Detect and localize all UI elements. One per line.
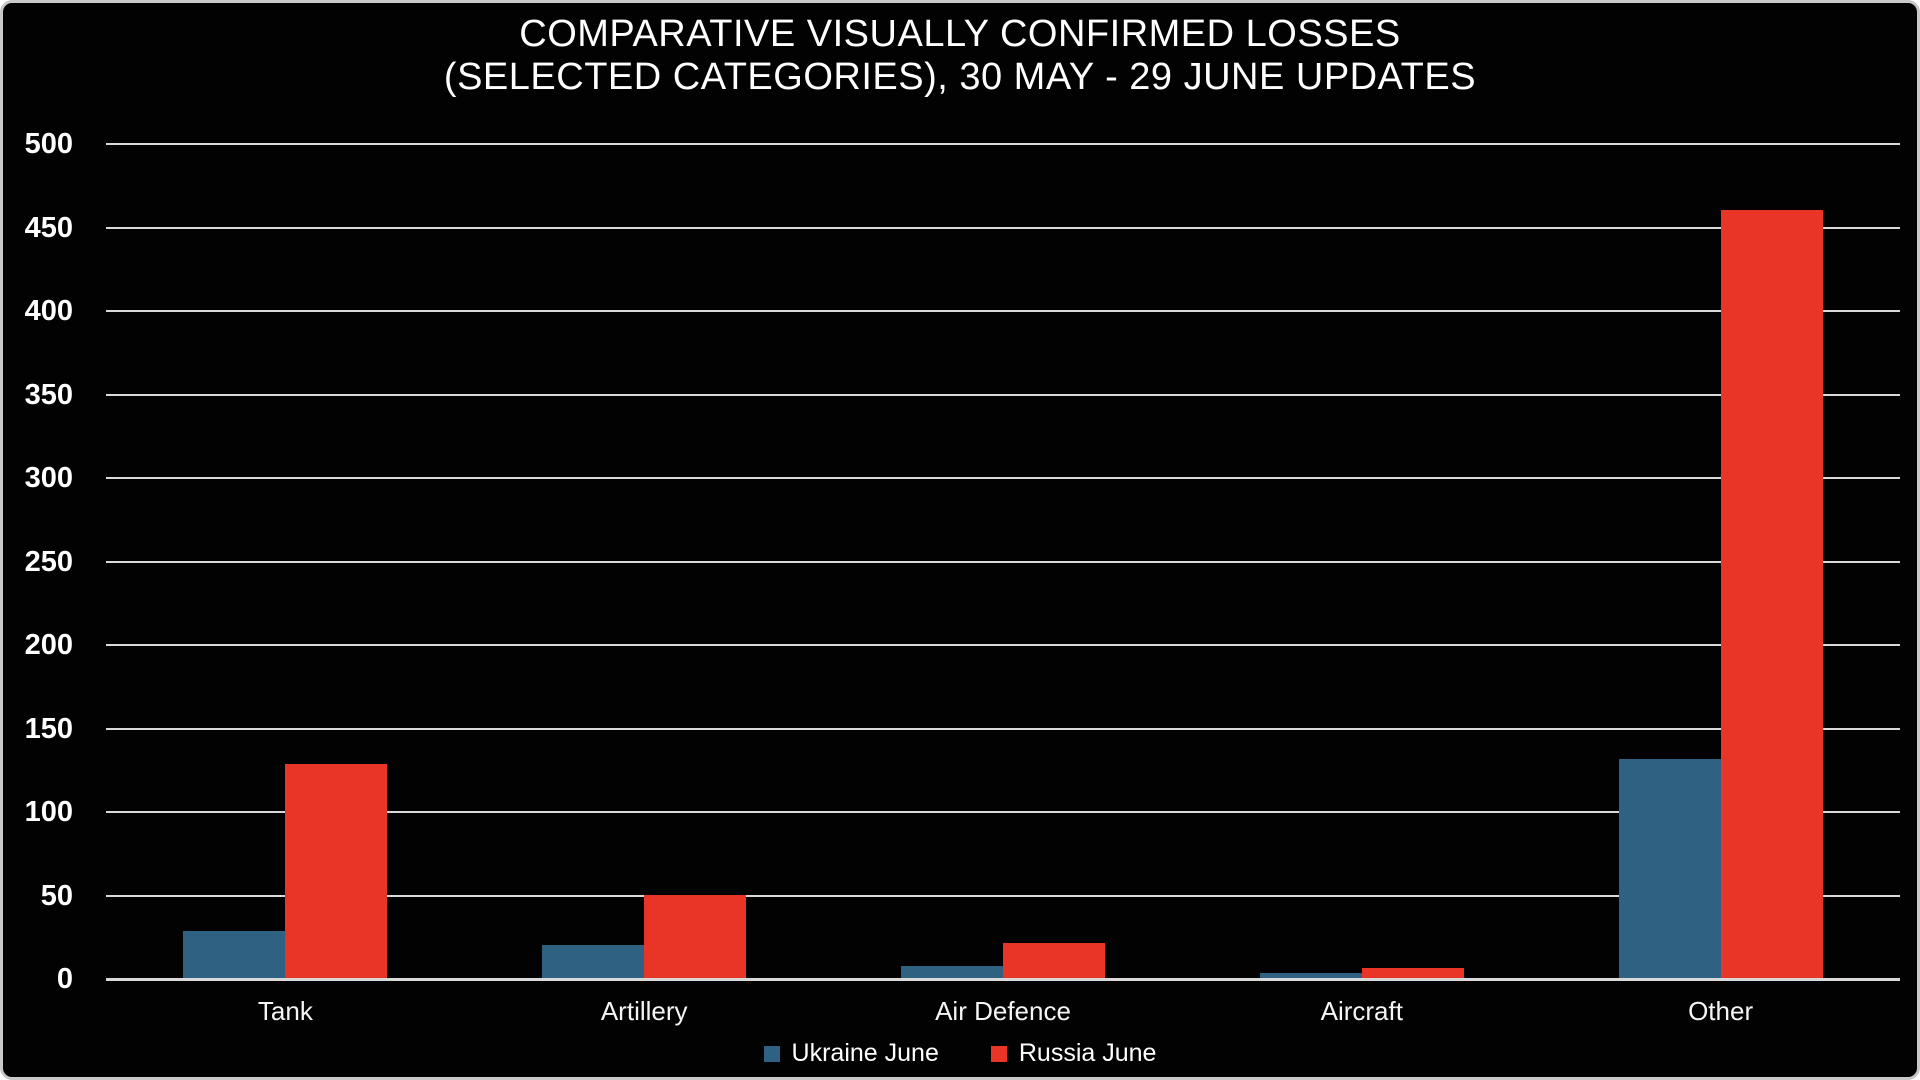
y-axis-label-0: 0 [56, 963, 73, 995]
bar-russia-june-other [1720, 209, 1823, 978]
gridline-350 [106, 393, 1900, 396]
y-axis-label-250: 250 [24, 545, 73, 578]
y-axis-label-200: 200 [24, 629, 73, 661]
chart-title: COMPARATIVE VISUALLY CONFIRMED LOSSES (S… [3, 13, 1917, 99]
x-axis-label-other: Other [1688, 996, 1754, 1026]
y-axis-label-500: 500 [24, 128, 73, 160]
x-axis-label-air-defence: Air Defence [935, 996, 1071, 1026]
bar-ukraine-june-other [1618, 759, 1721, 978]
y-axis: 0 50 100 150 200 250 300 350 400 450 500 [3, 128, 73, 995]
gridline-250 [106, 560, 1900, 563]
gridline-450 [106, 226, 1900, 229]
y-axis-label-150: 150 [24, 712, 73, 745]
x-axis-label-aircraft: Aircraft [1320, 996, 1403, 1026]
plot-area [106, 143, 1900, 981]
bar-ukraine-june-aircraft [1259, 973, 1362, 978]
gridline-400 [106, 310, 1900, 312]
legend-item-ukraine-june: Ukraine June [763, 1039, 939, 1068]
y-axis-label-100: 100 [24, 796, 73, 828]
bar-russia-june-air-defence [1003, 942, 1105, 978]
gridline-150 [106, 727, 1900, 730]
legend: Ukraine June Russia June [3, 1039, 1917, 1068]
x-axis-labels: Tank Artillery Air Defence Aircraft Other [106, 996, 1900, 1032]
gridline-0 [106, 978, 1900, 981]
bar-russia-june-artillery [644, 894, 747, 978]
legend-label-ukraine-june: Ukraine June [791, 1039, 939, 1067]
gridline-500 [106, 143, 1900, 145]
x-axis-label-tank: Tank [257, 996, 313, 1026]
x-axis-label-artillery: Artillery [600, 996, 688, 1026]
y-axis-label-450: 450 [24, 211, 73, 244]
gridline-200 [106, 644, 1900, 646]
y-axis-label-300: 300 [24, 462, 73, 494]
gridline-50 [106, 894, 1900, 897]
chart-title-line1: COMPARATIVE VISUALLY CONFIRMED LOSSES [519, 13, 1401, 55]
bar-ukraine-june-tank [183, 931, 286, 978]
legend-swatch-russia-june [990, 1045, 1007, 1062]
y-axis-label-50: 50 [40, 879, 73, 912]
bar-russia-june-tank [285, 764, 388, 978]
y-axis-label-400: 400 [24, 295, 73, 327]
legend-swatch-ukraine-june [763, 1045, 780, 1062]
gridline-300 [106, 477, 1900, 479]
chart-title-line2: (SELECTED CATEGORIES), 30 MAY - 29 JUNE … [443, 56, 1477, 98]
legend-item-russia-june: Russia June [990, 1039, 1157, 1068]
y-axis-label-350: 350 [24, 378, 73, 411]
legend-label-russia-june: Russia June [1018, 1039, 1157, 1067]
gridline-100 [106, 811, 1900, 813]
bar-russia-june-aircraft [1361, 967, 1464, 978]
bar-ukraine-june-artillery [542, 944, 645, 978]
bar-ukraine-june-air-defence [901, 966, 1003, 978]
